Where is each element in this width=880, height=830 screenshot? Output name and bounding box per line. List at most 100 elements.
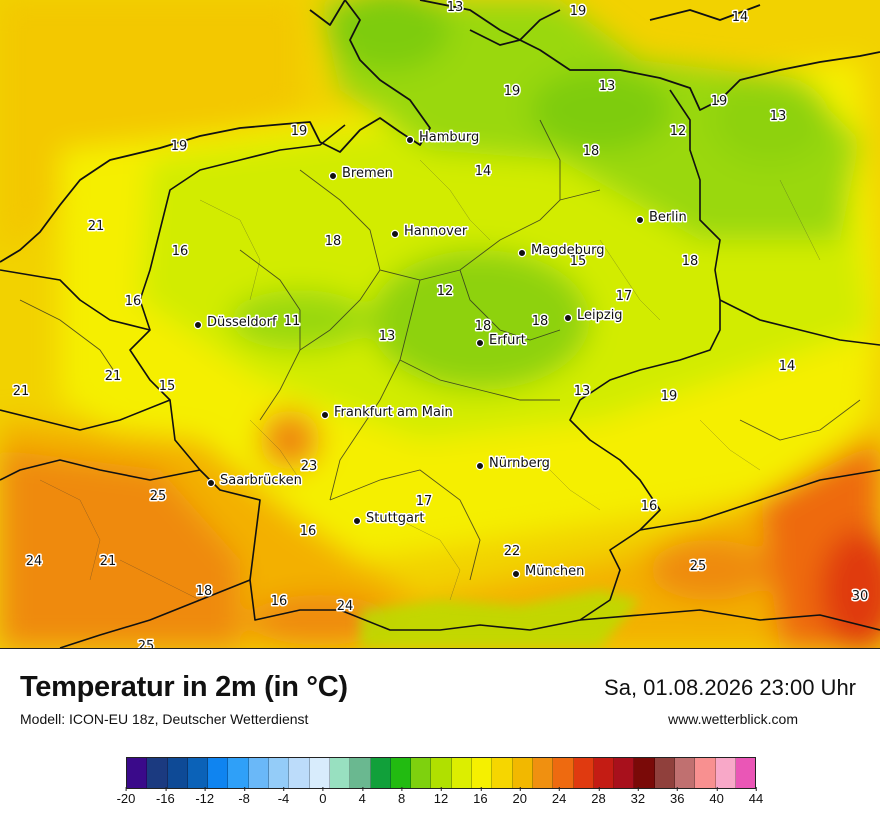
color-scale-tick-label: 20 bbox=[512, 787, 527, 806]
color-scale-tick-label: 0 bbox=[319, 787, 327, 806]
temperature-value: 16 bbox=[300, 524, 317, 539]
temperature-value: 13 bbox=[574, 384, 591, 399]
country-borders bbox=[0, 89, 880, 648]
color-scale-segment bbox=[532, 758, 554, 788]
color-scale-tick-label: 4 bbox=[358, 787, 366, 806]
city-marker: Erfurt bbox=[475, 332, 527, 350]
temperature-value: 21 bbox=[88, 219, 105, 234]
temperature-value: 19 bbox=[661, 389, 678, 404]
temperature-value: 21 bbox=[13, 384, 30, 399]
city-dot bbox=[563, 313, 573, 323]
color-scale-segment bbox=[654, 758, 676, 788]
city-marker: Düsseldorf bbox=[193, 314, 278, 332]
temperature-value: 17 bbox=[616, 289, 633, 304]
temperature-value: 25 bbox=[150, 489, 167, 504]
temperature-value: 21 bbox=[105, 369, 122, 384]
temperature-value: 16 bbox=[125, 294, 142, 309]
city-dot bbox=[193, 320, 203, 330]
color-scale-segment bbox=[553, 758, 574, 788]
city-dot bbox=[352, 516, 362, 526]
city-marker: Magdeburg bbox=[517, 242, 606, 260]
city-dot bbox=[405, 135, 415, 145]
city-name: Stuttgart bbox=[366, 511, 424, 526]
temperature-value: 18 bbox=[475, 319, 492, 334]
temperature-value: 25 bbox=[138, 639, 155, 648]
temperature-value: 22 bbox=[504, 544, 521, 559]
temperature-value: 13 bbox=[770, 109, 787, 124]
city-name: Bremen bbox=[342, 166, 393, 181]
model-info: Modell: ICON-EU 18z, Deutscher Wetterdie… bbox=[20, 711, 309, 727]
temperature-value: 18 bbox=[196, 584, 213, 599]
city-name: Berlin bbox=[649, 210, 687, 225]
temperature-value: 18 bbox=[583, 144, 600, 159]
temperature-value: 30 bbox=[852, 589, 869, 604]
color-scale-segment bbox=[431, 758, 452, 788]
color-scale-segment bbox=[492, 758, 513, 788]
color-scale-tick-label: -8 bbox=[238, 787, 250, 806]
color-scale-segment bbox=[472, 758, 493, 788]
temperature-value: 12 bbox=[437, 284, 454, 299]
temperature-value: 14 bbox=[732, 10, 749, 25]
city-marker: Hannover bbox=[390, 223, 469, 241]
city-marker: Leipzig bbox=[563, 307, 624, 325]
temperature-value: 15 bbox=[570, 254, 587, 269]
color-scale-segment bbox=[370, 758, 391, 788]
city-dot bbox=[517, 248, 527, 258]
temperature-value: 13 bbox=[379, 329, 396, 344]
color-scale-segment bbox=[289, 758, 310, 788]
color-scale-segment bbox=[411, 758, 432, 788]
city-dot bbox=[635, 215, 645, 225]
temperature-value: 24 bbox=[26, 554, 43, 569]
state-borders bbox=[19, 119, 861, 581]
city-marker: Hamburg bbox=[405, 129, 481, 147]
color-scale-tick-label: 8 bbox=[398, 787, 406, 806]
color-scale-segment bbox=[208, 758, 229, 788]
temperature-value: 14 bbox=[475, 164, 492, 179]
temperature-value: 25 bbox=[690, 559, 707, 574]
temperature-value: 15 bbox=[159, 379, 176, 394]
temperature-value: 23 bbox=[301, 459, 318, 474]
temperature-value: 16 bbox=[641, 499, 658, 514]
temperature-map: 13 19 14 19 13 19 13 12 19 19 18 14 21 18 16 18 15 12 17 16… bbox=[0, 0, 880, 649]
color-scale-segment bbox=[451, 758, 473, 788]
color-scale-segment bbox=[309, 758, 330, 788]
color-scale-segment bbox=[573, 758, 594, 788]
color-scale-segment bbox=[715, 758, 736, 788]
color-scale-segment bbox=[269, 758, 290, 788]
color-scale-segment bbox=[614, 758, 635, 788]
temperature-value: 18 bbox=[325, 234, 342, 249]
temperature-value: 16 bbox=[172, 244, 189, 259]
city-name: Hamburg bbox=[419, 130, 479, 145]
color-scale-tick-label: 32 bbox=[630, 787, 646, 806]
temperature-value: 18 bbox=[682, 254, 699, 269]
color-scale-segment bbox=[390, 758, 412, 788]
color-scale-segment bbox=[593, 758, 615, 788]
color-scale-tick-label: 16 bbox=[473, 787, 488, 806]
color-scale-tick-label: -4 bbox=[277, 787, 290, 806]
city-marker: Saarbrücken bbox=[206, 472, 303, 490]
city-dot bbox=[390, 229, 400, 239]
city-name: Erfurt bbox=[489, 333, 526, 348]
temperature-value: 16 bbox=[271, 594, 288, 609]
color-scale-segment bbox=[735, 758, 756, 788]
city-dot bbox=[475, 338, 485, 348]
city-marker: Berlin bbox=[635, 209, 688, 227]
temperature-value: 21 bbox=[100, 554, 117, 569]
temperature-value: 13 bbox=[447, 0, 464, 15]
color-scale-segment bbox=[127, 758, 148, 788]
temperature-field bbox=[0, 0, 880, 648]
district-borders bbox=[39, 159, 821, 601]
city-name: Düsseldorf bbox=[207, 315, 277, 330]
city-marker: Bremen bbox=[328, 165, 394, 183]
temperature-value: 11 bbox=[284, 314, 301, 329]
color-scale-ticks: -20 -16 -12 -8 -4 0 4 8 12 16 20 24 28 32 36 40 44 bbox=[117, 787, 763, 815]
color-scale-tick-label: -20 bbox=[116, 787, 136, 806]
temperature-value: 17 bbox=[416, 494, 433, 509]
website-link[interactable]: www.wetterblick.com bbox=[668, 711, 798, 727]
temperature-labels: 13 19 14 19 13 19 13 12 19 19 18 14 21 18 16 18 15 12 17 16… bbox=[11, 0, 870, 648]
color-scale-tick-label: 12 bbox=[433, 787, 449, 806]
city-name: Hannover bbox=[404, 224, 468, 239]
color-scale-tick-label: 44 bbox=[748, 787, 764, 806]
color-scale-tick-label: 28 bbox=[591, 787, 606, 806]
city-name: Leipzig bbox=[577, 308, 623, 323]
